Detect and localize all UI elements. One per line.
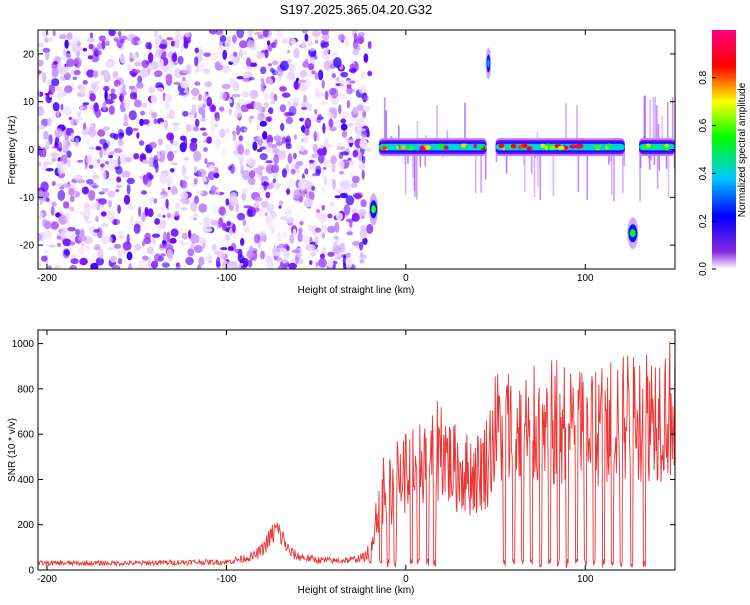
spectrogram-xtick-label: 0 [403, 273, 409, 284]
heatmap-segment-noise [38, 30, 374, 269]
heatmap-segment-tone_b [495, 103, 626, 201]
colorbar-tick-label: 0.4 [698, 166, 709, 180]
spectrogram-ytick-label: 20 [23, 49, 35, 60]
spectrogram-ytick-label: 10 [23, 97, 35, 108]
snr-ytick-label: 800 [17, 384, 34, 395]
spectrogram-ytick-label: -20 [20, 241, 35, 252]
colorbar-tick-label: 0.8 [698, 70, 709, 84]
spectrogram-xlabel: Height of straight line (km) [298, 285, 415, 296]
snr-ytick-label: 1000 [12, 339, 35, 350]
heatmap-layer [38, 30, 675, 269]
colorbar: 0.0 0.2 0.4 0.6 0.8 Normalized spectral ampl… [698, 30, 748, 276]
colorbar-tick-label: 0.0 [698, 262, 709, 276]
spectrogram-xtick-label: -200 [37, 273, 57, 284]
snr-ytick-label: 400 [17, 475, 34, 486]
spectrogram-xtick-label: 100 [577, 273, 594, 284]
snr-ytick-label: 600 [17, 430, 34, 441]
heatmap-segment-tone_c [639, 95, 675, 202]
spectrogram-ytick-label: 0 [28, 145, 34, 156]
snr-xtick-label: -100 [216, 574, 236, 585]
snr-xtick-label: -200 [37, 574, 57, 585]
heatmap-segment-low_blob_2 [627, 217, 639, 250]
snr-xlabel: Height of straight line (km) [298, 585, 415, 596]
spectrogram-ylabel: Frequency (Hz) [7, 116, 18, 185]
heatmap-segment-low_blob_1 [368, 193, 379, 226]
heatmap-segment-high_blob [485, 47, 492, 80]
colorbar-scale [712, 30, 736, 269]
snr-xtick-label: 0 [403, 574, 409, 585]
snr-ytick-label: 0 [28, 566, 34, 577]
snr-series-line [38, 341, 675, 568]
spectrogram-ytick-label: -10 [20, 193, 35, 204]
snr-ylabel: SNR (10 * v/v) [7, 418, 18, 482]
colorbar-tick-label: 0.6 [698, 118, 709, 132]
snr-xtick-label: 100 [577, 574, 594, 585]
snr-frame [37, 329, 676, 571]
chart-title: S197.2025.365.04.20.G32 [280, 2, 433, 17]
spectrogram-xtick-label: -100 [216, 273, 236, 284]
heatmap-segment-tone_a [378, 97, 487, 200]
colorbar-tick-label: 0.2 [698, 214, 709, 228]
colorbar-ticks: 0.0 0.2 0.4 0.6 0.8 [698, 70, 716, 276]
colorbar-label: Normalized spectral amplitude [737, 82, 748, 217]
snr-ytick-label: 200 [17, 520, 34, 531]
